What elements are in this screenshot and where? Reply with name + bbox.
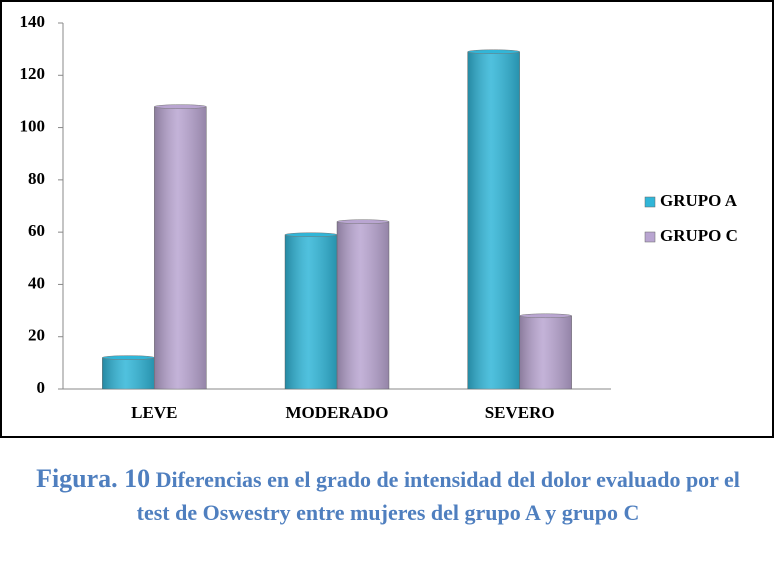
legend-label: GRUPO A [660,191,738,210]
x-tick-label: LEVE [131,403,177,422]
bar [102,357,155,390]
legend-label: GRUPO C [660,226,738,245]
caption: Figura. 10 Diferencias en el grado de in… [20,462,756,529]
bar [154,106,207,390]
bar-top [519,313,572,319]
bar [519,315,572,390]
y-tick-label: 60 [28,221,45,240]
chart: 0 20 40 60 80 100 120 140 LEVE MODERADO SEVERO GRUP… [0,0,774,438]
bar [336,221,390,390]
legend-swatch [644,196,656,208]
x-tick-label: MODERADO [286,403,389,422]
y-tick-label: 100 [20,116,46,135]
y-tick-label: 140 [20,12,46,31]
caption-label: Figura. 10 [36,464,151,493]
x-tick-label: SEVERO [485,403,555,422]
bar-top [154,104,207,109]
bar-top [102,355,155,360]
legend-swatch [644,231,656,243]
caption-text: Diferencias en el grado de intensidad de… [136,467,740,525]
y-tick-label: 80 [28,169,45,188]
y-tick-label: 0 [37,378,46,397]
bar-top [467,49,520,55]
bar-top [336,219,390,224]
bar-top [284,232,338,238]
y-tick-label: 40 [28,273,45,292]
y-tick-label: 20 [28,326,45,345]
bar [284,234,338,390]
bar [467,51,520,390]
y-tick-label: 120 [20,64,46,83]
